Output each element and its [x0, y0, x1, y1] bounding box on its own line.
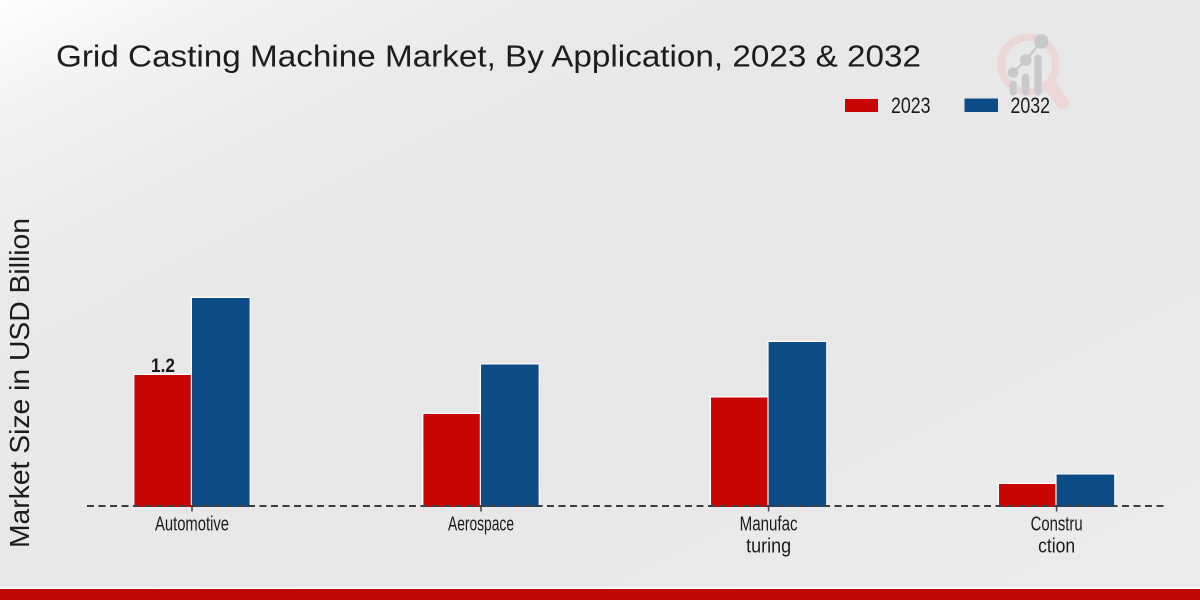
svg-text:Manufac: Manufac [740, 514, 798, 536]
svg-text:Aerospace: Aerospace [448, 514, 514, 536]
svg-text:Constru: Constru [1031, 514, 1083, 536]
svg-text:ction: ction [1038, 536, 1075, 558]
svg-text:Grid Casting Machine Market, B: Grid Casting Machine Market, By Applicat… [56, 39, 921, 74]
svg-text:2032: 2032 [1011, 93, 1051, 118]
svg-text:1.2: 1.2 [151, 356, 175, 377]
svg-text:2023: 2023 [891, 93, 931, 118]
svg-text:turing: turing [746, 536, 791, 558]
svg-text:Market Size in USD Billion: Market Size in USD Billion [4, 218, 35, 548]
svg-text:Automotive: Automotive [155, 514, 229, 536]
